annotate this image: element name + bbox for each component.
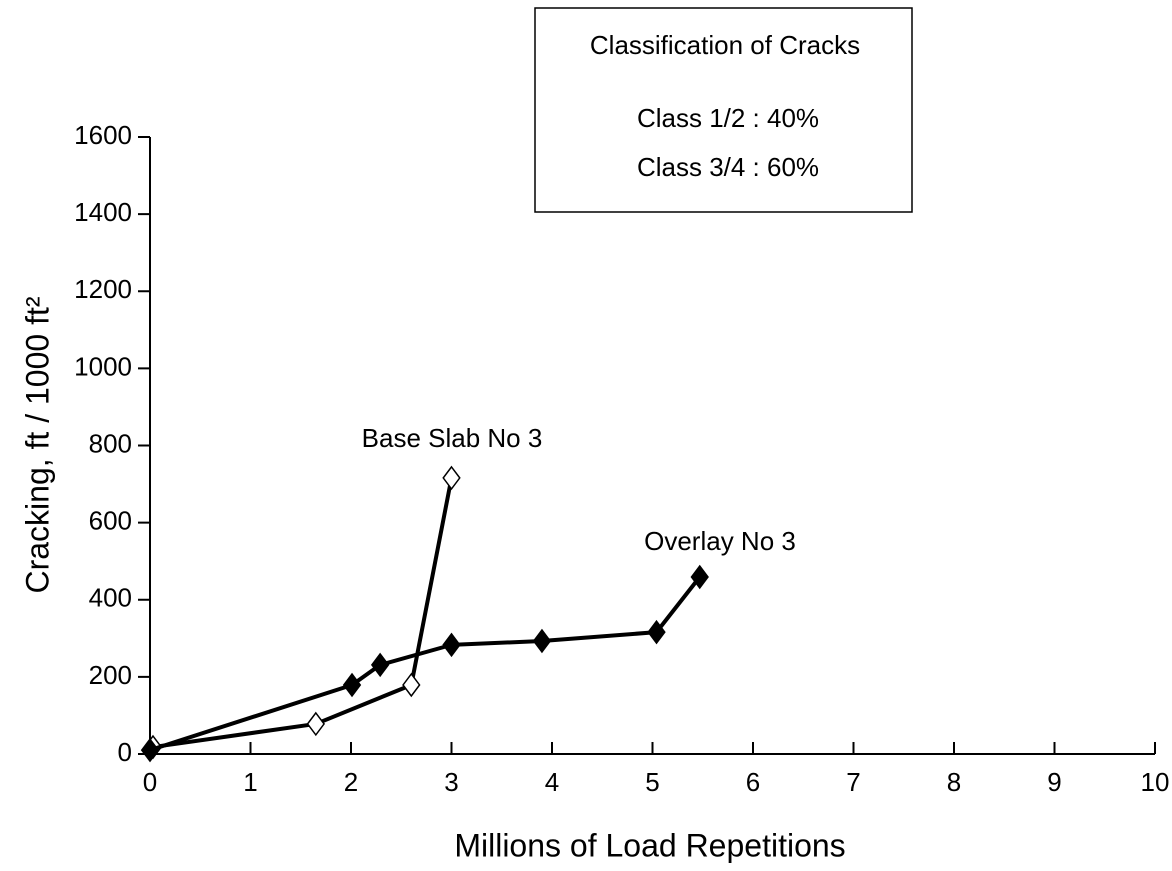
annotation: Class 1/2 : 40%	[637, 103, 819, 133]
marker	[342, 672, 362, 698]
marker	[442, 632, 461, 658]
x-tick-label: 10	[1141, 767, 1170, 797]
y-tick-label: 400	[89, 583, 132, 613]
y-tick-label: 800	[89, 428, 132, 458]
x-tick-label: 8	[947, 767, 961, 797]
x-tick-label: 9	[1047, 767, 1061, 797]
series-label: Base Slab No 3	[362, 423, 543, 453]
y-tick-label: 1400	[74, 197, 132, 227]
info-box	[534, 7, 913, 213]
marker	[647, 619, 666, 645]
marker	[306, 711, 326, 737]
marker	[140, 737, 160, 763]
x-tick-label: 1	[243, 767, 257, 797]
marker	[690, 564, 709, 590]
series-line	[149, 575, 702, 753]
marker	[442, 465, 461, 491]
x-tick-label: 3	[444, 767, 458, 797]
x-axis-label: Millions of Load Repetitions	[454, 827, 845, 863]
x-tick-label: 2	[344, 767, 358, 797]
marker	[532, 628, 552, 654]
x-tick-label: 7	[846, 767, 860, 797]
marker	[370, 652, 390, 678]
y-tick-label: 1600	[74, 120, 132, 150]
y-tick-label: 0	[118, 737, 132, 767]
y-tick-label: 1000	[74, 351, 132, 381]
x-tick-label: 4	[545, 767, 559, 797]
y-tick-label: 1200	[74, 274, 132, 304]
annotation: Classification of Cracks	[590, 30, 860, 60]
x-tick-label: 5	[645, 767, 659, 797]
y-tick-label: 200	[89, 660, 132, 690]
y-axis-label: Cracking, ft / 1000 ft²	[19, 296, 55, 593]
series-line	[152, 477, 454, 750]
annotation: Class 3/4 : 60%	[637, 152, 819, 182]
marker	[402, 672, 421, 698]
x-tick-label: 0	[143, 767, 157, 797]
series-label: Overlay No 3	[644, 526, 796, 556]
y-tick-label: 600	[89, 506, 132, 536]
x-tick-label: 6	[746, 767, 760, 797]
